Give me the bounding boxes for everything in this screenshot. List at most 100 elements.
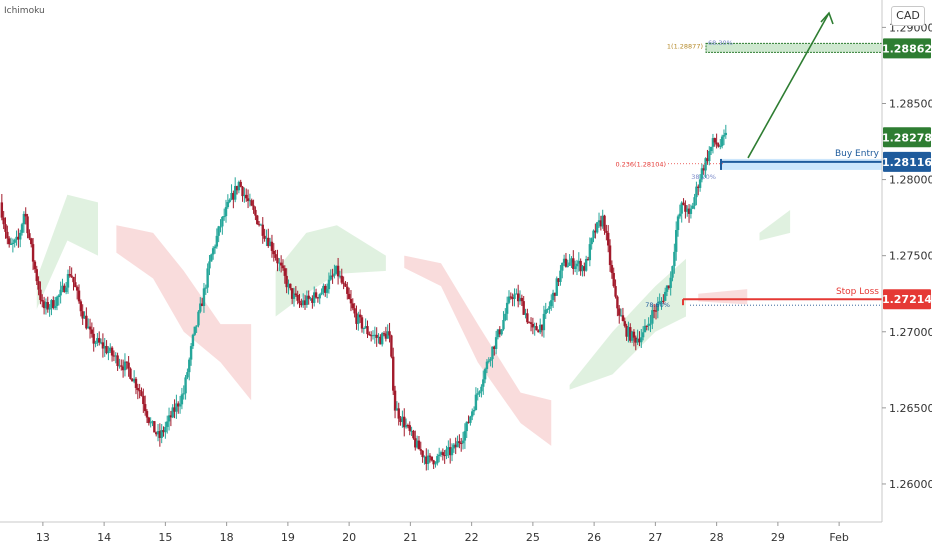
candle-body	[516, 293, 520, 302]
candle-body	[386, 331, 389, 339]
candle-body	[281, 265, 285, 269]
cloud-bearish-1	[404, 255, 552, 446]
y-tick-label: 1.27500	[889, 250, 932, 263]
candle-body	[382, 333, 386, 335]
candle-body	[177, 403, 180, 407]
candle-body	[507, 296, 511, 303]
candle-body	[594, 230, 597, 233]
candle-body	[199, 303, 202, 312]
candle-body	[101, 342, 105, 349]
candle-body	[267, 237, 270, 247]
candle-body	[81, 311, 84, 319]
candle-body	[0, 202, 4, 218]
candle-body	[120, 365, 123, 367]
candle-body	[612, 273, 615, 287]
candle-body	[395, 408, 399, 411]
candle-body	[605, 230, 608, 233]
candle-body	[676, 216, 680, 231]
candle-body	[524, 313, 527, 315]
y-tick-label: 1.28500	[889, 97, 932, 110]
candle-body	[83, 315, 86, 319]
candle-body	[436, 456, 439, 464]
candle-body	[162, 430, 165, 433]
candle-body	[425, 456, 428, 464]
candle-body	[458, 441, 461, 444]
candle-body	[388, 331, 391, 336]
currency-button[interactable]: CAD	[891, 6, 925, 26]
candle-body	[116, 355, 119, 366]
candle-body	[110, 347, 114, 356]
candle-body	[630, 331, 634, 341]
candle-body	[645, 325, 648, 327]
candle-body	[112, 355, 116, 357]
candle-body	[483, 369, 487, 380]
candle-body	[498, 329, 501, 335]
candle-body	[132, 378, 136, 382]
candle-body	[11, 242, 15, 245]
candle-body	[559, 270, 562, 282]
candle-body	[430, 456, 434, 461]
candle-body	[322, 285, 325, 293]
candle-body	[202, 288, 206, 306]
candle-body	[9, 244, 13, 246]
candle-body	[520, 297, 524, 302]
candle-body	[52, 300, 55, 309]
candle-body	[42, 301, 46, 309]
candle-body	[423, 456, 426, 458]
candle-body	[336, 265, 340, 277]
fib-label: 1(1.28877)	[667, 43, 703, 51]
candle-body	[259, 224, 263, 226]
candle-body	[318, 294, 321, 299]
cloud-bullish-2	[569, 258, 686, 390]
candle-body	[329, 275, 332, 280]
candle-body	[535, 326, 538, 331]
candle-body	[307, 295, 310, 299]
candle-body	[660, 300, 663, 302]
candle-body	[191, 334, 195, 347]
candle-body	[480, 386, 483, 392]
candle-body	[263, 235, 266, 239]
candle-body	[342, 282, 345, 284]
candle-body	[335, 265, 338, 274]
cloud-bullish-3	[759, 210, 791, 241]
candle-body	[371, 335, 375, 337]
candle-body	[2, 217, 5, 225]
candle-body	[197, 311, 200, 326]
candle-body	[68, 274, 72, 276]
candle-body	[44, 302, 48, 309]
candle-body	[272, 250, 275, 255]
candle-body	[607, 232, 610, 246]
candle-body	[309, 298, 312, 300]
candle-body	[66, 274, 70, 288]
candle-body	[579, 260, 582, 272]
candle-body	[412, 430, 415, 439]
candle-body	[50, 300, 53, 308]
candle-body	[566, 265, 569, 267]
candle-body	[687, 208, 691, 214]
candle-body	[715, 142, 718, 145]
candle-body	[55, 297, 59, 306]
candle-body	[248, 200, 252, 202]
candle-body	[443, 455, 446, 457]
y-tick-label: 1.27000	[889, 326, 932, 339]
candle-body	[256, 215, 259, 225]
candle-body	[368, 334, 371, 336]
candle-body	[643, 325, 647, 333]
candle-body	[195, 325, 198, 327]
candle-body	[188, 359, 191, 373]
candle-body	[364, 326, 367, 329]
candle-body	[224, 207, 228, 217]
candle-body	[22, 213, 26, 225]
candle-body	[257, 224, 261, 226]
candle-body	[254, 209, 257, 216]
candle-body	[415, 440, 419, 448]
candle-body	[421, 450, 424, 458]
candle-body	[697, 186, 700, 188]
candle-body	[72, 276, 75, 283]
candle-body	[88, 326, 92, 330]
candle-body	[184, 377, 187, 394]
indicator-label[interactable]: Ichimoku	[4, 6, 45, 16]
candle-body	[526, 313, 529, 323]
